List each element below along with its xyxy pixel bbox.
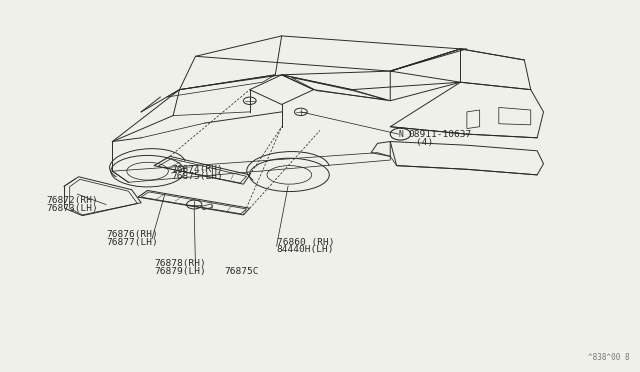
Text: 76879(LH): 76879(LH) — [154, 267, 205, 276]
Text: 76874(RH): 76874(RH) — [172, 165, 223, 174]
Text: 76875(LH): 76875(LH) — [172, 172, 223, 181]
Text: N: N — [398, 129, 403, 139]
Text: 08911-10637: 08911-10637 — [408, 129, 472, 139]
Text: 76878(RH): 76878(RH) — [154, 259, 205, 268]
Text: 76876(RH): 76876(RH) — [106, 230, 158, 240]
Text: 76872(RH): 76872(RH) — [47, 196, 99, 205]
Text: 76877(LH): 76877(LH) — [106, 238, 158, 247]
Text: (4): (4) — [417, 138, 434, 147]
Text: 76875C: 76875C — [224, 267, 259, 276]
Text: ^838^00 8: ^838^00 8 — [588, 353, 630, 362]
Text: 76873(LH): 76873(LH) — [47, 204, 99, 213]
Text: 84440H(LH): 84440H(LH) — [276, 245, 334, 254]
Text: 76860 (RH): 76860 (RH) — [276, 238, 334, 247]
